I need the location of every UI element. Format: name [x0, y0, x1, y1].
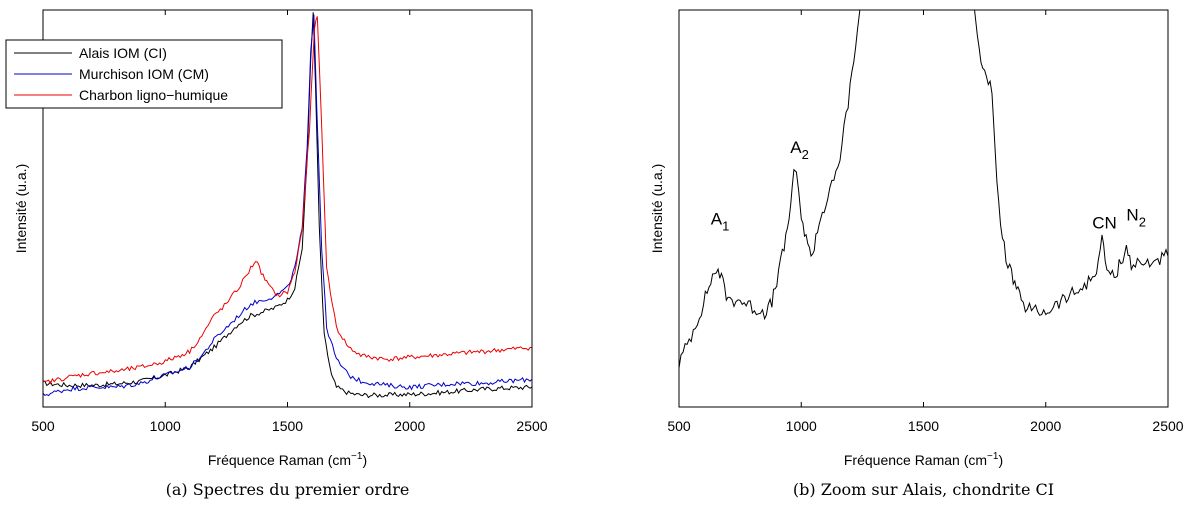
x-tick-label: 2500 — [516, 418, 547, 434]
peak-annotation: N2 — [1126, 205, 1146, 229]
legend-entry: Murchison IOM (CM) — [79, 66, 209, 82]
x-tick-label: 500 — [667, 418, 691, 434]
x-tick-label: 1500 — [272, 418, 303, 434]
legend: Alais IOM (CI) Murchison IOM (CM) Charbon … — [5, 39, 283, 109]
x-tick-label: 2000 — [394, 418, 425, 434]
legend-entry: Alais IOM (CI) — [79, 45, 167, 61]
chart-panel-2: 500 1000 1500 2000 2500 Fréquence Raman (cm−1… — [649, 9, 1184, 499]
x-axis-title: Fréquence Raman (cm−1) — [208, 451, 367, 468]
figure-caption: (a) Spectres du premier ordre — [166, 480, 410, 499]
x-tick-label: 500 — [31, 418, 55, 434]
x-tick-label: 1500 — [908, 418, 939, 434]
x-tick-label: 1000 — [150, 418, 181, 434]
series-line-2 — [43, 14, 532, 397]
figure-caption: (b) Zoom sur Alais, chondrite CI — [793, 480, 1054, 499]
y-axis-title: Intensité (u.a.) — [649, 164, 665, 254]
x-tick-label: 2000 — [1030, 418, 1061, 434]
x-tick-label: 1000 — [786, 418, 817, 434]
series-line-1 — [679, 10, 1168, 369]
x-tick-label: 2500 — [1152, 418, 1183, 434]
y-axis-title: Intensité (u.a.) — [13, 164, 29, 254]
x-axis-title: Fréquence Raman (cm−1) — [844, 451, 1003, 468]
peak-annotation: A2 — [790, 138, 809, 162]
series-line-1 — [43, 12, 532, 399]
chart-panel-1: 500 1000 1500 2000 2500 Fréquence Raman (cm−1… — [5, 9, 548, 499]
plot-frame — [678, 9, 1169, 408]
peak-annotation: CN — [1092, 213, 1117, 232]
series-line-3 — [43, 16, 532, 385]
legend-entry: Charbon ligno−humique — [79, 87, 228, 103]
peak-annotation: A1 — [711, 209, 730, 233]
